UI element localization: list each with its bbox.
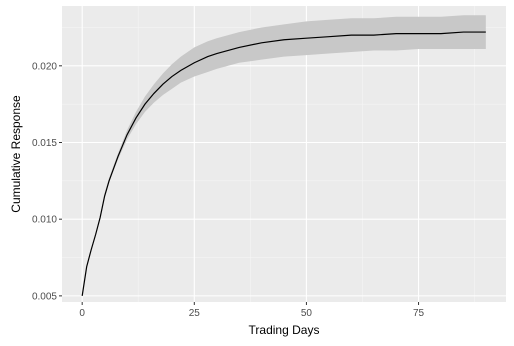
y-tick-label: 0.020 — [32, 61, 57, 72]
response-line — [81, 31, 486, 296]
confidence-band — [82, 15, 486, 296]
response-line-layer — [81, 31, 486, 296]
x-axis-title: Trading Days — [249, 323, 320, 337]
axis-ticks: 0 25 50 75 0.005 0.010 0.015 0.020 — [32, 61, 425, 319]
y-tick-label: 0.015 — [32, 138, 57, 149]
x-tick-label: 25 — [189, 308, 201, 319]
confidence-band-layer — [82, 15, 486, 296]
y-axis-title: Cumulative Response — [9, 95, 23, 213]
x-tick-label: 75 — [413, 308, 425, 319]
x-tick-label: 0 — [79, 308, 85, 319]
x-tick-label: 50 — [301, 308, 313, 319]
y-tick-label: 0.010 — [32, 215, 57, 226]
y-tick-label: 0.005 — [32, 291, 57, 302]
